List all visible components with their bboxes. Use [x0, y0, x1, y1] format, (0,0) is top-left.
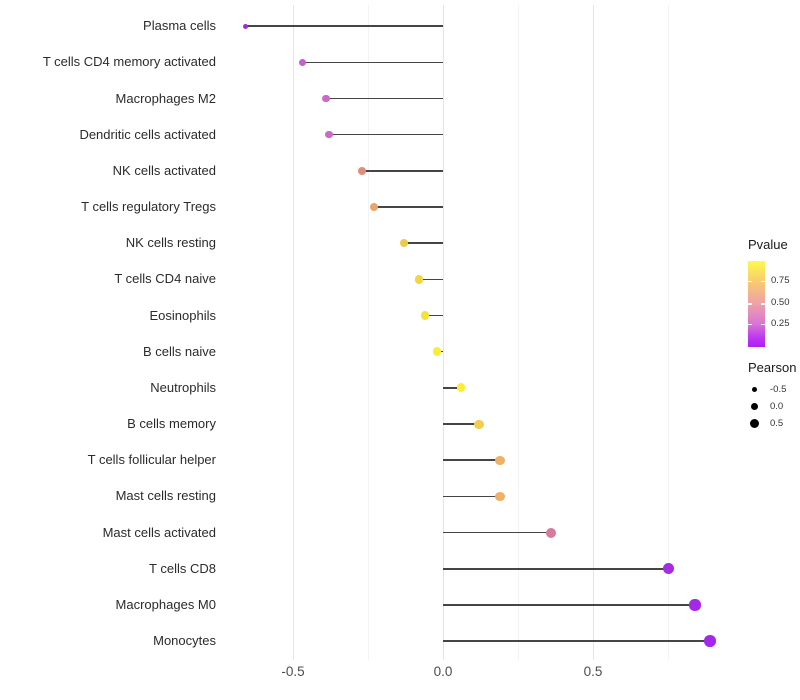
lollipop-stem: [404, 242, 443, 244]
pearson-legend-entry: -0.5: [748, 381, 796, 398]
pearson-size-legend: Pearson -0.5 0.0 0.5: [748, 360, 796, 432]
pearson-legend-dot: [750, 402, 759, 411]
pearson-legend-label: 0.5: [770, 418, 784, 429]
lollipop-stem: [443, 604, 695, 606]
lollipop-dot: [495, 491, 505, 502]
plot-panel: [225, 5, 722, 660]
y-axis-label: Macrophages M2: [115, 90, 216, 106]
colorbar-tick-label: 0.50: [771, 297, 790, 309]
y-axis-label: T cells follicular helper: [87, 452, 216, 468]
lollipop-dot: [298, 58, 306, 66]
lollipop-dot: [546, 527, 556, 538]
lollipop-stem: [326, 97, 443, 100]
lollipop-dot: [495, 455, 505, 465]
y-axis-label: Eosinophils: [149, 307, 217, 323]
lollipop-dot: [242, 23, 248, 29]
lollipop-dot: [420, 311, 430, 320]
y-axis-label: Mast cells activated: [102, 524, 216, 540]
pearson-legend-label: 0.0: [770, 401, 784, 412]
lollipop-stem: [362, 170, 443, 172]
colorbar-tick-mark: [748, 280, 752, 283]
colorbar-tick-mark: [761, 303, 765, 305]
lollipop-stem: [374, 206, 443, 208]
y-axis-label: B cells memory: [127, 416, 216, 432]
lollipop-dot: [399, 239, 409, 248]
minor-gridline: [368, 5, 369, 660]
minor-gridline: [518, 5, 519, 660]
pvalue-colorbar-wrap: 0.75 0.50 0.25: [748, 261, 790, 347]
y-axis-label: T cells regulatory Tregs: [81, 199, 216, 215]
lollipop-dot: [322, 94, 330, 103]
x-tick-label: 0.5: [583, 664, 603, 679]
lollipop-dot: [414, 275, 424, 284]
lollipop-dot: [689, 599, 701, 611]
lollipop-stem: [443, 640, 710, 642]
pearson-legend-dot-cell: [748, 402, 761, 411]
lollipop-stem: [329, 133, 443, 136]
lollipop-dot: [474, 419, 484, 429]
pearson-legend-dot-cell: [748, 418, 761, 429]
pearson-legend-entry: 0.0: [748, 398, 796, 415]
y-axis-label: Monocytes: [153, 633, 216, 649]
colorbar-tick-mark: [761, 323, 765, 326]
lollipop-stem: [443, 495, 500, 498]
lollipop-stem: [443, 459, 500, 461]
major-gridline: [443, 5, 444, 660]
pearson-legend-entry: 0.5: [748, 415, 796, 432]
y-axis-label: T cells CD4 naive: [114, 271, 216, 287]
colorbar-tick-mark: [761, 280, 765, 283]
y-axis-label: Neutrophils: [150, 379, 216, 395]
colorbar-tick-mark: [748, 303, 752, 305]
lollipop-stem: [443, 423, 479, 425]
lollipop-stem: [443, 568, 668, 570]
pearson-legend-label: -0.5: [770, 384, 787, 395]
lollipop-dot: [325, 131, 333, 139]
pearson-legend-dot-cell: [748, 386, 761, 393]
lollipop-dot: [456, 383, 466, 393]
x-tick-label: 0.0: [433, 664, 453, 679]
y-axis-label: Plasma cells: [143, 18, 216, 34]
lollipop-dot: [358, 166, 366, 175]
lollipop-stem: [302, 61, 443, 64]
lollipop-stem: [443, 387, 461, 389]
y-axis-label: Mast cells resting: [115, 488, 216, 504]
major-gridline: [293, 5, 294, 660]
lollipop-stem: [245, 25, 443, 27]
pvalue-legend-title: Pvalue: [748, 237, 788, 252]
colorbar-tick-label: 0.25: [771, 317, 790, 329]
pearson-legend-entries: -0.5 0.0 0.5: [748, 381, 796, 432]
pearson-legend-dot: [749, 418, 760, 429]
y-axis-label: T cells CD4 memory activated: [42, 54, 216, 70]
y-axis-label: T cells CD8: [149, 560, 216, 576]
pvalue-color-legend: Pvalue 0.75 0.50 0.25: [748, 237, 790, 347]
y-axis-label: Macrophages M0: [115, 596, 216, 612]
pearson-legend-dot: [751, 386, 758, 393]
lollipop-dot: [432, 347, 442, 357]
lollipop-stem: [425, 314, 443, 317]
pearson-legend-title: Pearson: [748, 360, 797, 375]
x-tick-label: -0.5: [281, 664, 305, 679]
colorbar-tick-label: 0.75: [771, 274, 790, 286]
minor-gridline: [668, 5, 669, 660]
lollipop-dot: [704, 635, 716, 647]
major-gridline: [593, 5, 594, 660]
lollipop-dot: [370, 203, 378, 212]
colorbar-tick-mark: [748, 323, 752, 326]
y-axis-label: Dendritic cells activated: [79, 126, 216, 142]
lollipop-stem: [443, 531, 551, 534]
y-axis-label: NK cells activated: [112, 162, 216, 178]
y-axis-label: NK cells resting: [125, 235, 216, 251]
lollipop-stem: [419, 278, 443, 281]
pvalue-colorbar: [748, 261, 765, 347]
lollipop-dot: [662, 563, 674, 575]
y-axis-label: B cells naive: [143, 343, 216, 359]
